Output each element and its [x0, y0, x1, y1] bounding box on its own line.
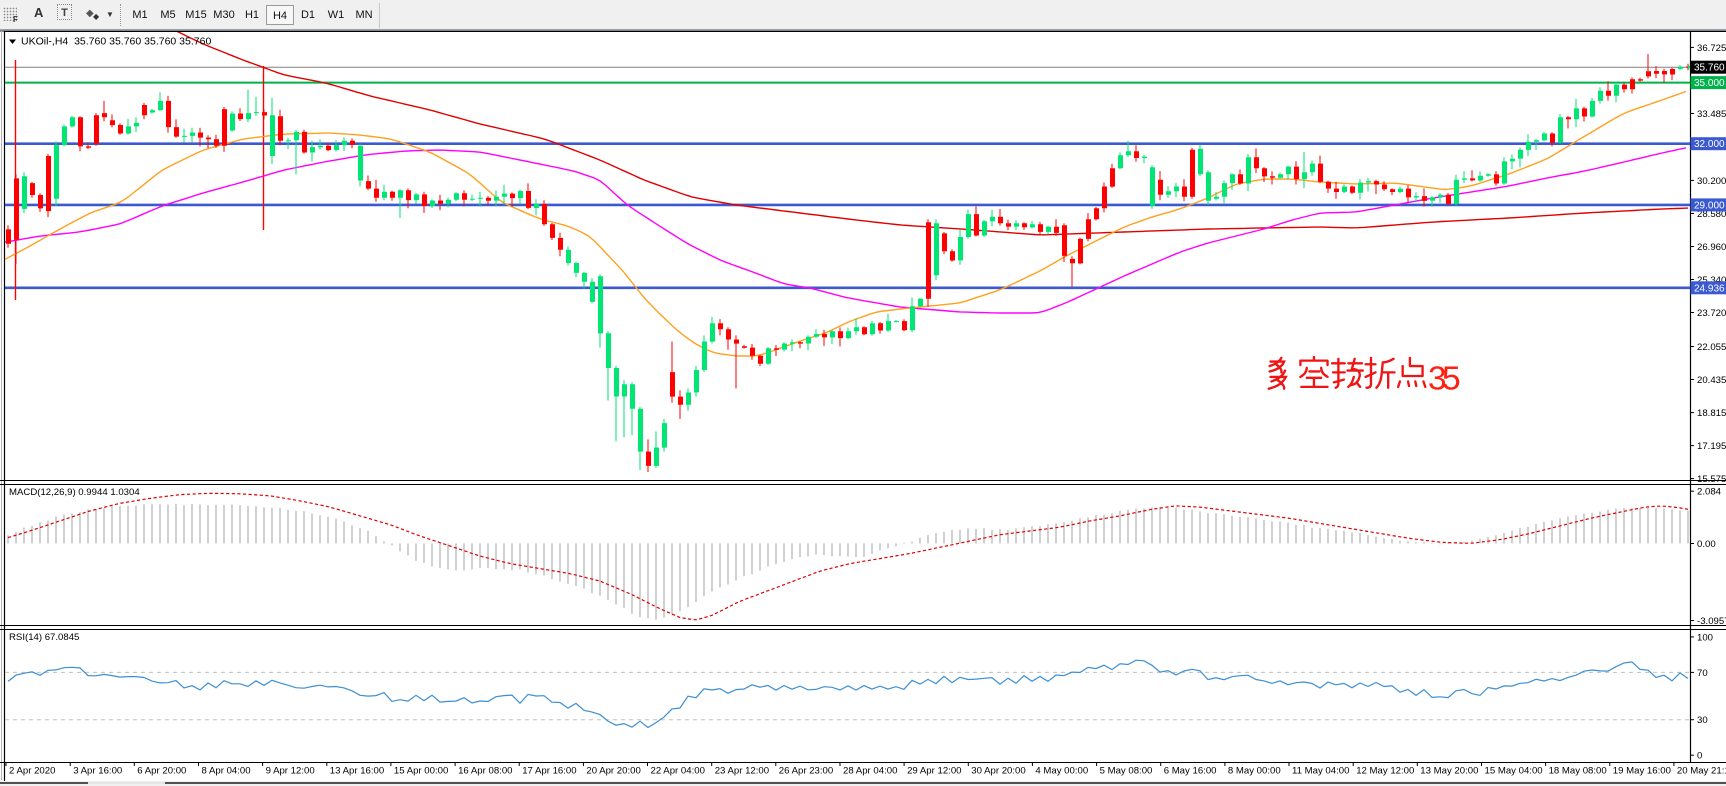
svg-text:30.200: 30.200: [1697, 176, 1726, 187]
svg-text:23 Apr 12:00: 23 Apr 12:00: [715, 766, 769, 777]
svg-text:30: 30: [1697, 715, 1708, 726]
svg-text:24.936: 24.936: [1694, 283, 1725, 294]
svg-text:29.000: 29.000: [1694, 200, 1725, 211]
svg-text:17 Apr 16:00: 17 Apr 16:00: [522, 766, 576, 777]
svg-text:15.575: 15.575: [1697, 474, 1726, 485]
svg-text:28.580: 28.580: [1697, 209, 1726, 220]
svg-text:20.435: 20.435: [1697, 375, 1726, 386]
svg-text:100: 100: [1697, 632, 1713, 643]
svg-text:9 Apr 12:00: 9 Apr 12:00: [266, 766, 315, 777]
svg-text:0.00: 0.00: [1697, 539, 1716, 550]
svg-text:23.720: 23.720: [1697, 308, 1726, 319]
svg-text:6 May 16:00: 6 May 16:00: [1164, 766, 1217, 777]
svg-text:4 May 00:00: 4 May 00:00: [1035, 766, 1088, 777]
svg-text:UKOil-,H4 35.760 35.760 35.76: UKOil-,H4 35.760 35.760 35.760 35.760: [21, 36, 211, 48]
svg-text:18.815: 18.815: [1697, 408, 1726, 419]
svg-text:RSI(14) 67.0845: RSI(14) 67.0845: [9, 632, 79, 643]
svg-text:5 May 08:00: 5 May 08:00: [1100, 766, 1153, 777]
svg-text:11 May 04:00: 11 May 04:00: [1292, 766, 1349, 777]
svg-text:25.340: 25.340: [1697, 275, 1726, 286]
svg-text:35: 35: [1428, 361, 1461, 398]
svg-text:19 May 16:00: 19 May 16:00: [1613, 766, 1671, 777]
svg-text:22.055: 22.055: [1697, 342, 1726, 353]
svg-text:3 Apr 16:00: 3 Apr 16:00: [73, 766, 122, 777]
svg-text:12 May 12:00: 12 May 12:00: [1356, 766, 1414, 777]
svg-text:13 May 20:00: 13 May 20:00: [1420, 766, 1478, 777]
svg-text:8 May 00:00: 8 May 00:00: [1228, 766, 1281, 777]
svg-text:36.725: 36.725: [1697, 43, 1726, 54]
svg-text:20 Apr 20:00: 20 Apr 20:00: [586, 766, 640, 777]
svg-text:35.760: 35.760: [1694, 63, 1725, 74]
svg-text:18 May 08:00: 18 May 08:00: [1549, 766, 1607, 777]
svg-text:8 Apr 04:00: 8 Apr 04:00: [202, 766, 251, 777]
svg-text:26 Apr 23:00: 26 Apr 23:00: [779, 766, 833, 777]
svg-text:6 Apr 20:00: 6 Apr 20:00: [137, 766, 186, 777]
svg-text:29 Apr 12:00: 29 Apr 12:00: [907, 766, 961, 777]
svg-text:0: 0: [1697, 751, 1702, 762]
svg-text:35.000: 35.000: [1694, 78, 1725, 89]
svg-text:MACD(12,26,9) 0.9944 1.0304: MACD(12,26,9) 0.9944 1.0304: [9, 487, 140, 498]
svg-text:13 Apr 16:00: 13 Apr 16:00: [330, 766, 384, 777]
svg-text:16 Apr 08:00: 16 Apr 08:00: [458, 766, 512, 777]
svg-text:2.084: 2.084: [1697, 487, 1722, 498]
svg-text:17.195: 17.195: [1697, 441, 1726, 452]
svg-text:70: 70: [1697, 668, 1708, 679]
svg-text:15 May 04:00: 15 May 04:00: [1485, 766, 1543, 777]
svg-text:20 May 21:15: 20 May 21:15: [1677, 766, 1726, 777]
svg-text:32.000: 32.000: [1694, 139, 1725, 150]
svg-text:2 Apr 2020: 2 Apr 2020: [9, 766, 55, 777]
svg-text:22 Apr 04:00: 22 Apr 04:00: [651, 766, 705, 777]
svg-text:26.960: 26.960: [1697, 242, 1726, 253]
svg-text:15 Apr 00:00: 15 Apr 00:00: [394, 766, 448, 777]
svg-text:33.485: 33.485: [1697, 109, 1726, 120]
svg-text:30 Apr 20:00: 30 Apr 20:00: [971, 766, 1025, 777]
svg-text:-3.0957: -3.0957: [1697, 616, 1726, 627]
svg-text:28 Apr 04:00: 28 Apr 04:00: [843, 766, 897, 777]
